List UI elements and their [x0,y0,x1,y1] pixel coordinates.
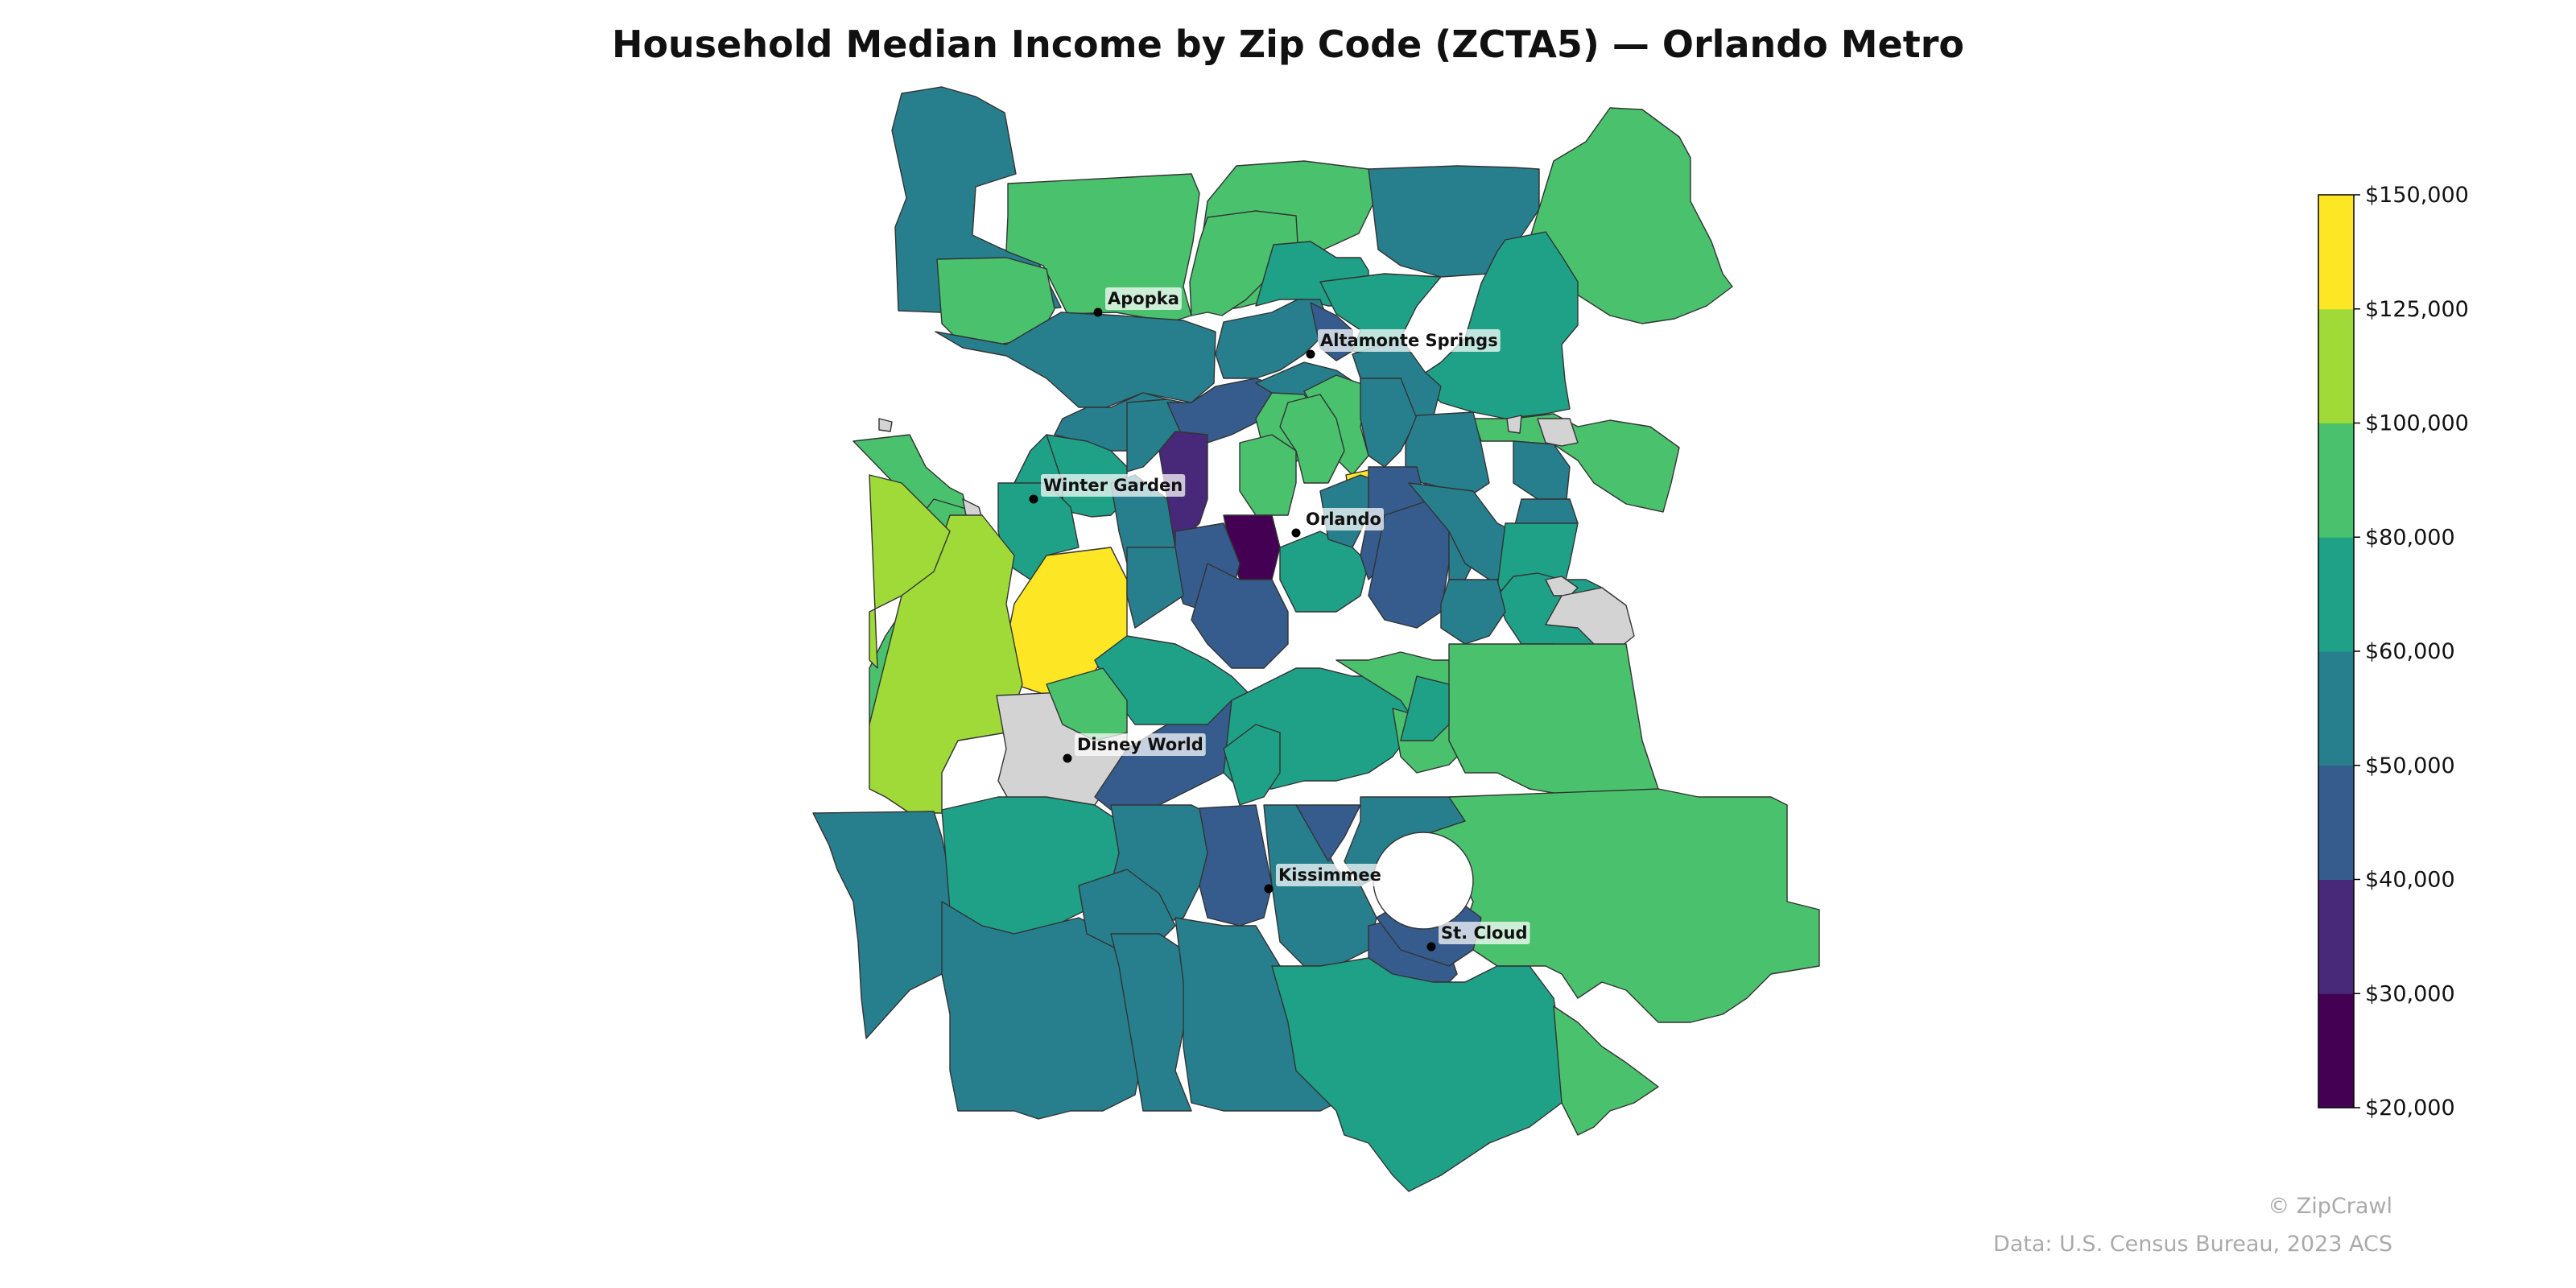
city-marker[interactable]: Kissimmee [1264,864,1384,894]
map-title: Household Median Income by Zip Code (ZCT… [611,23,1965,66]
city-label-background [1075,733,1206,756]
city-label: Winter Garden [1043,476,1183,495]
colorbar: $20,000 $30,000 $40,000 $50,000 $60,000 $80,0… [2318,183,2469,1121]
city-dot [1306,349,1315,359]
city-dot [1063,753,1072,763]
city-marker[interactable]: St. Cloud [1426,922,1530,952]
zcta-region[interactable] [1279,394,1345,484]
zcta-region[interactable] [1545,576,1579,597]
city-label: St. Cloud [1441,923,1527,943]
zcta-region[interactable] [1279,530,1369,613]
zcta-region[interactable] [1215,299,1329,379]
city-dot [1426,942,1436,952]
city-label-background [1439,922,1530,944]
zcta-region[interactable] [1189,210,1298,316]
zcta-region[interactable] [1199,804,1273,927]
data-source-text: Data: U.S. Census Bureau, 2023 ACS [1992,1232,2392,1257]
colorbar-tick-label: $100,000 [2365,411,2469,436]
zcta-region[interactable] [1448,643,1659,798]
colorbar-bin [2318,993,2354,1108]
zcta-region[interactable] [1360,378,1418,468]
city-dot [1093,308,1103,317]
zcta-region[interactable] [1553,1005,1659,1136]
colorbar-bin [2318,765,2354,880]
zcta-region[interactable] [1271,957,1563,1192]
colorbar-tick-label: $60,000 [2365,639,2455,664]
colorbar-bin [2318,195,2354,310]
city-label: Altamonte Springs [1320,331,1498,350]
zcta-region[interactable] [878,418,893,432]
colorbar-tick-label: $30,000 [2365,981,2455,1006]
colorbar-tick-label: $40,000 [2365,868,2455,893]
zcta-region[interactable] [1223,724,1281,806]
city-marker[interactable]: Winter Garden [1029,474,1186,504]
zcta-region[interactable] [1046,667,1128,741]
colorbar-tick-label: $50,000 [2365,753,2455,778]
zcta-region[interactable] [1537,418,1579,447]
zcta-region[interactable] [869,474,951,669]
zcta-region[interactable] [1440,579,1506,645]
colorbar-bin [2318,879,2354,994]
colorbar-bin [2318,651,2354,766]
copyright-text: © ZipCrawl [2268,1194,2392,1219]
city-marker[interactable]: Apopka [1093,287,1182,317]
zcta-region[interactable] [1472,413,1680,513]
zcta-region[interactable] [1506,415,1522,434]
city-marker[interactable]: Altamonte Springs [1306,329,1501,359]
city-label: Apopka [1108,289,1179,308]
colorbar-bin [2318,423,2354,538]
city-dot [1264,884,1274,894]
zcta-region[interactable] [1295,804,1361,862]
lake-hole [1373,832,1474,930]
city-label-background [1105,287,1182,310]
city-label-background [1276,864,1384,886]
colorbar-tick-label: $80,000 [2365,525,2455,550]
zcta-region[interactable] [1239,434,1297,516]
colorbar-tick-label: $20,000 [2365,1096,2455,1121]
city-label: Orlando [1306,510,1381,529]
city-label-background [1303,508,1384,530]
zcta-region[interactable] [1191,563,1289,669]
city-marker[interactable]: Orlando [1291,508,1385,538]
zcta-region[interactable] [941,901,1144,1120]
city-label-background [1041,474,1186,497]
zcta-region[interactable] [812,811,951,1039]
city-label: Disney World [1077,735,1203,754]
zcta-regions [812,86,1820,1192]
city-marker[interactable]: Disney World [1063,733,1206,763]
city-label-background [1318,329,1501,352]
colorbar-tick-label: $150,000 [2365,183,2469,208]
zcta-region[interactable] [1400,675,1450,741]
city-dot [1029,494,1038,504]
zcta-region[interactable] [1126,547,1184,629]
colorbar-bin [2318,308,2354,423]
city-label: Kissimmee [1278,865,1381,885]
city-markers: Apopka Altamonte Springs Winter Garden Orla… [1029,287,1530,952]
colorbar-bin [2318,537,2354,652]
city-dot [1291,528,1301,538]
colorbar-tick-label: $125,000 [2365,297,2469,322]
